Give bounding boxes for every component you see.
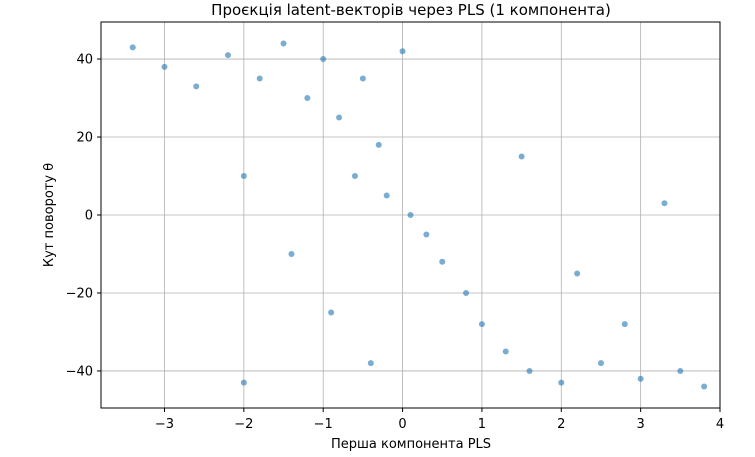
scatter-point: [240, 379, 247, 386]
scatter-point: [526, 367, 533, 374]
x-tick-label: −2: [234, 417, 253, 432]
scatter-point: [383, 192, 390, 199]
scatter-point: [597, 360, 604, 367]
scatter-point: [336, 114, 343, 121]
chart-title: Проєкція latent-векторів через PLS (1 ко…: [211, 1, 611, 19]
scatter-point: [288, 250, 295, 257]
scatter-point: [661, 200, 668, 207]
scatter-point: [359, 75, 366, 82]
y-tick-label: 0: [85, 209, 93, 224]
x-tick-label: −3: [155, 417, 174, 432]
x-tick-label: 4: [716, 417, 724, 432]
y-tick-label: 40: [76, 53, 93, 68]
x-axis-ticks: −3 −2 −1 0 1 2 3 4: [155, 408, 724, 432]
y-tick-label: 20: [76, 131, 93, 146]
x-axis-label: Перша компонента PLS: [331, 437, 491, 452]
scatter-point: [637, 375, 644, 382]
y-axis-label: Кут повороту θ: [42, 163, 57, 267]
x-tick-label: 2: [557, 417, 565, 432]
scatter-point: [240, 173, 247, 180]
x-tick-label: 1: [478, 417, 486, 432]
scatter-point: [701, 383, 708, 390]
scatter-point: [304, 95, 311, 102]
y-tick-label: −40: [66, 364, 93, 379]
scatter-point: [367, 360, 374, 367]
scatter-point: [463, 289, 470, 296]
scatter-point: [621, 321, 628, 328]
scatter-point: [423, 231, 430, 238]
scatter-point: [375, 141, 382, 148]
scatter-point: [193, 83, 200, 90]
scatter-point: [351, 173, 358, 180]
scatter-point: [558, 379, 565, 386]
y-axis-ticks: −40 −20 0 20 40: [66, 53, 101, 379]
scatter-point: [256, 75, 263, 82]
scatter-point: [280, 40, 287, 47]
scatter-point: [399, 48, 406, 55]
scatter-point: [478, 321, 485, 328]
x-tick-label: 0: [398, 417, 406, 432]
scatter-point: [320, 56, 327, 63]
scatter-point: [677, 367, 684, 374]
scatter-point: [328, 309, 335, 316]
scatter-point: [518, 153, 525, 160]
scatter-point: [224, 52, 231, 59]
y-tick-label: −20: [66, 286, 93, 301]
scatter-point: [129, 44, 136, 51]
scatter-point: [574, 270, 581, 277]
scatter-points: [129, 40, 708, 390]
scatter-point: [439, 258, 446, 265]
x-tick-label: −1: [314, 417, 333, 432]
grid-lines: [101, 22, 721, 408]
scatter-point: [161, 63, 168, 70]
x-tick-label: 3: [637, 417, 645, 432]
scatter-point: [502, 348, 509, 355]
scatter-point: [407, 212, 414, 218]
